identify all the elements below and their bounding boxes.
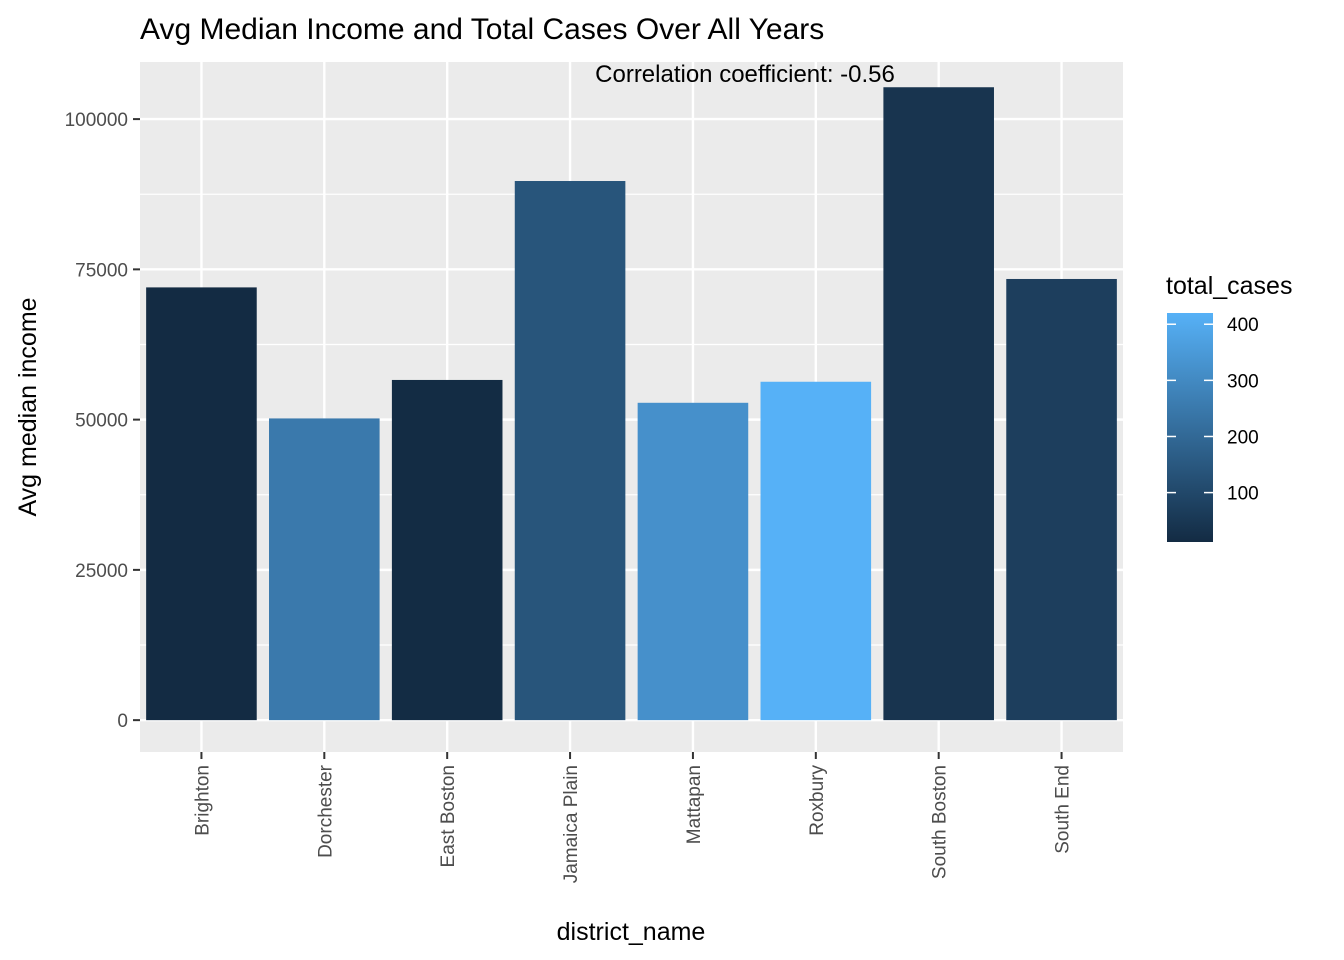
x-axis: Brighton Dorchester East Boston Jamaica Pla… <box>192 752 1074 883</box>
bar-south-end <box>1006 278 1117 721</box>
bars <box>146 87 1117 721</box>
bar-dorchester <box>269 418 380 721</box>
x-tick-label: Roxbury <box>807 765 828 836</box>
x-tick-label: East Boston <box>438 765 459 867</box>
y-tick-label: 100000 <box>65 110 128 131</box>
y-tick-label: 0 <box>117 711 128 732</box>
chart-title: Avg Median Income and Total Cases Over A… <box>140 13 824 46</box>
legend-tick-label: 300 <box>1227 371 1259 392</box>
y-tick-label: 50000 <box>75 411 128 432</box>
x-tick-label: Mattapan <box>684 765 705 844</box>
legend-tick-label: 200 <box>1227 427 1259 448</box>
bar-brighton <box>146 287 257 721</box>
x-tick-label: Dorchester <box>315 764 336 858</box>
bar-roxbury <box>760 381 872 721</box>
legend-title: total_cases <box>1166 272 1292 300</box>
x-tick-label: South End <box>1053 765 1074 854</box>
x-tick-label: South Boston <box>930 765 951 879</box>
legend-colorbar <box>1167 313 1213 542</box>
y-axis-title: Avg median income <box>14 297 42 516</box>
y-axis: 0 25000 50000 75000 100000 <box>65 110 140 732</box>
correlation-annotation: Correlation coefficient: -0.56 <box>595 61 895 88</box>
bar-south-boston <box>883 87 994 721</box>
y-tick-label: 25000 <box>75 561 128 582</box>
x-tick-label: Brighton <box>192 765 213 836</box>
bar-jamaica-plain <box>514 181 626 721</box>
legend-tick-label: 100 <box>1227 484 1259 505</box>
legend-ticks: 100 200 300 400 <box>1167 315 1259 505</box>
x-axis-title: district_name <box>557 918 706 946</box>
legend-tick-label: 400 <box>1227 315 1259 336</box>
x-tick-label: Jamaica Plain <box>561 765 582 883</box>
color-legend: total_cases 100 200 300 400 <box>1166 272 1292 542</box>
bar-east-boston <box>391 379 503 721</box>
bar-mattapan <box>637 402 749 721</box>
y-tick-label: 75000 <box>75 260 128 281</box>
